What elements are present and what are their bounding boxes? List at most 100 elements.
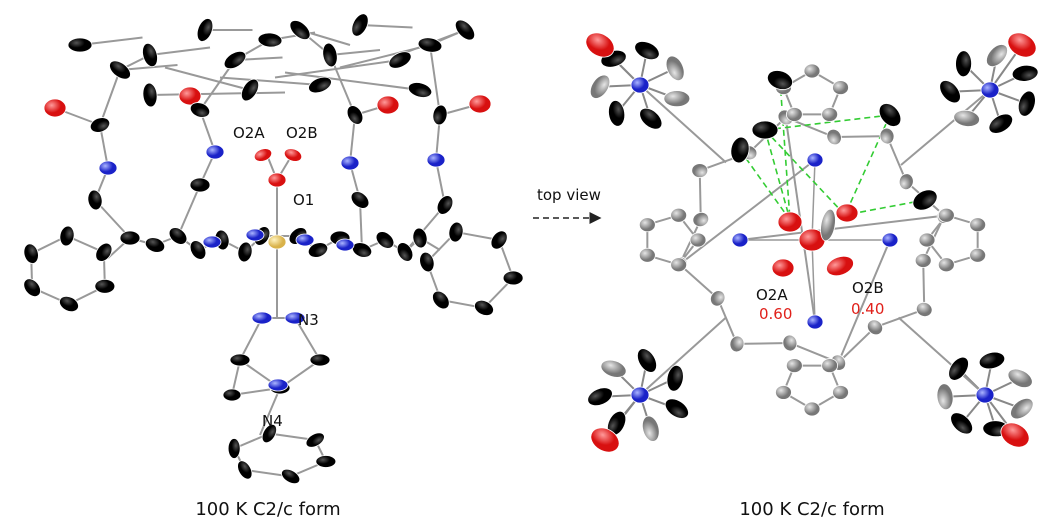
atom xyxy=(310,354,330,366)
atom xyxy=(882,233,898,247)
atom xyxy=(824,127,844,148)
atom xyxy=(304,430,327,450)
bond xyxy=(150,48,210,56)
atom xyxy=(1015,89,1038,119)
atom xyxy=(431,104,448,126)
atom xyxy=(976,387,994,403)
contacts xyxy=(740,80,925,220)
atom xyxy=(599,357,629,380)
caption: 100 K C2/c form xyxy=(739,499,884,520)
atom xyxy=(631,77,649,93)
atom xyxy=(690,233,706,247)
atom xyxy=(336,239,354,251)
atom xyxy=(427,153,445,167)
atom xyxy=(373,228,397,252)
atom xyxy=(282,146,303,163)
atom xyxy=(633,345,660,376)
atom xyxy=(230,354,250,366)
atom xyxy=(822,107,838,121)
bond xyxy=(220,78,320,86)
atom xyxy=(665,364,685,392)
occupancy: 0.60 xyxy=(759,305,792,323)
occupancy: 0.40 xyxy=(851,300,884,318)
atom xyxy=(639,218,655,232)
bond xyxy=(899,318,986,396)
atom xyxy=(636,104,666,133)
atom xyxy=(778,212,802,232)
atom xyxy=(879,127,896,145)
atom xyxy=(268,173,286,187)
atom xyxy=(664,91,690,107)
atom xyxy=(807,315,823,329)
atom-label: N4 xyxy=(262,412,283,430)
atom xyxy=(782,334,799,352)
atom xyxy=(194,16,216,43)
atom xyxy=(190,178,210,192)
atom xyxy=(341,156,359,170)
bond xyxy=(285,73,420,91)
atom xyxy=(377,96,399,114)
atom xyxy=(1007,394,1037,423)
bond xyxy=(100,70,120,125)
atom xyxy=(833,81,849,95)
atom xyxy=(44,99,66,117)
bond xyxy=(838,327,875,362)
figure: top view O2A O2B O1 N3 N4 100 K C2/c for… xyxy=(0,0,1045,525)
atom xyxy=(143,235,167,255)
bond xyxy=(834,136,887,137)
atom xyxy=(20,276,44,300)
atom xyxy=(938,258,954,272)
atom xyxy=(818,208,837,242)
atom xyxy=(833,385,849,399)
atom xyxy=(953,108,981,128)
bond xyxy=(901,90,990,165)
atoms xyxy=(20,11,1040,487)
atom xyxy=(120,231,140,245)
atom xyxy=(22,242,41,265)
atom xyxy=(585,384,615,409)
atom xyxy=(824,253,856,279)
atom xyxy=(938,208,954,222)
bond xyxy=(680,264,718,298)
atom xyxy=(671,258,687,272)
bond xyxy=(737,343,790,344)
atom xyxy=(786,107,802,121)
atom xyxy=(246,229,264,241)
atom xyxy=(692,164,708,178)
atom xyxy=(663,53,688,83)
atom xyxy=(986,110,1017,137)
atom xyxy=(221,48,249,73)
atom xyxy=(99,161,117,175)
atom xyxy=(88,115,112,135)
atom xyxy=(236,241,253,263)
atom xyxy=(166,224,190,248)
bond xyxy=(240,318,262,360)
atom xyxy=(348,188,372,212)
atom-label: O1 xyxy=(293,191,314,209)
atom xyxy=(228,438,240,458)
atom xyxy=(206,145,224,159)
atom xyxy=(804,64,820,78)
atom xyxy=(1005,365,1035,391)
atom xyxy=(1004,28,1041,62)
atom xyxy=(875,99,906,130)
atom xyxy=(223,389,241,401)
atom-label: O2B xyxy=(852,279,884,297)
atom xyxy=(691,210,711,229)
bond xyxy=(178,185,200,236)
atom xyxy=(729,335,746,353)
atom xyxy=(915,253,931,267)
bond xyxy=(150,93,285,96)
atom xyxy=(981,82,999,98)
atom xyxy=(1011,64,1039,83)
atom xyxy=(106,57,134,83)
atom xyxy=(631,387,649,403)
atom xyxy=(772,259,794,277)
atom xyxy=(488,228,511,252)
caption: 100 K C2/c form xyxy=(195,499,340,520)
atom xyxy=(279,466,302,486)
atom xyxy=(429,288,453,312)
atom xyxy=(671,208,687,222)
atom xyxy=(947,409,977,438)
bond xyxy=(360,25,413,28)
